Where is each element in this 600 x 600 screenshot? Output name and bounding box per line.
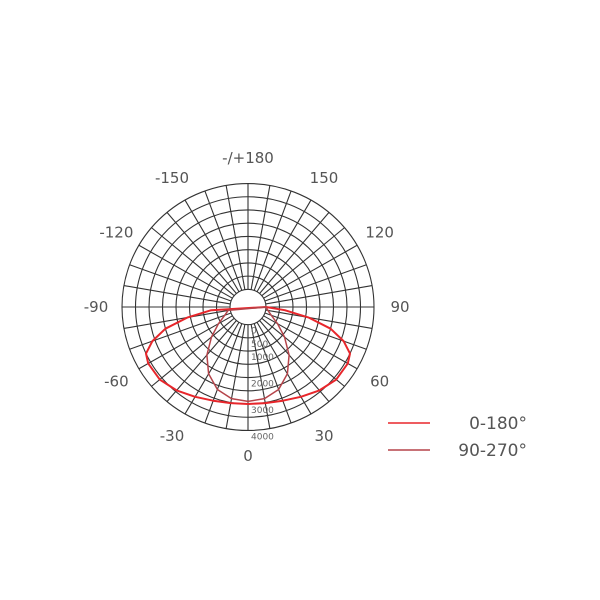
grid-spoke bbox=[225, 324, 246, 429]
angle-label: -60 bbox=[104, 372, 129, 390]
grid-spoke bbox=[184, 199, 240, 293]
axis-labels: 0 30 60 90 120 150 -/+180 -150 -120 -90 -60 -30 0 500… bbox=[84, 149, 410, 465]
grid-spoke bbox=[250, 185, 271, 290]
legend-label-0-180: 0-180° bbox=[469, 414, 527, 434]
angle-label: -/+180 bbox=[222, 149, 274, 167]
polar-grid bbox=[121, 182, 375, 432]
grid-spoke bbox=[123, 285, 231, 305]
grid-spoke bbox=[263, 315, 358, 370]
radial-tick-label: 1000 bbox=[251, 353, 274, 363]
grid-spoke bbox=[265, 285, 373, 305]
grid-spoke bbox=[204, 323, 243, 424]
grid-spoke bbox=[261, 227, 345, 297]
grid-spoke bbox=[264, 312, 367, 350]
radial-tick-label: 4000 bbox=[251, 432, 274, 442]
grid-spoke bbox=[225, 185, 246, 290]
angle-label: 60 bbox=[370, 372, 389, 390]
angle-label: -150 bbox=[155, 169, 189, 187]
grid-spoke bbox=[166, 320, 237, 402]
grid-spoke bbox=[151, 317, 235, 387]
grid-spoke bbox=[123, 309, 231, 329]
grid-spoke bbox=[250, 324, 271, 429]
grid-spoke bbox=[256, 321, 312, 415]
grid-spoke bbox=[138, 315, 233, 370]
angle-label: 30 bbox=[314, 427, 333, 445]
angle-label: -30 bbox=[160, 427, 185, 445]
series-curve-1 bbox=[206, 306, 290, 403]
grid-spoke bbox=[256, 199, 312, 293]
angle-label: -120 bbox=[99, 224, 133, 242]
radial-tick-label: 3000 bbox=[251, 406, 274, 416]
grid-spoke bbox=[129, 264, 232, 302]
grid-spoke bbox=[261, 317, 345, 387]
grid-spoke bbox=[259, 212, 330, 294]
grid-spoke bbox=[265, 309, 373, 329]
grid-spoke bbox=[204, 190, 243, 291]
grid-spoke bbox=[184, 321, 240, 415]
legend-label-90-270: 90-270° bbox=[458, 441, 527, 461]
angle-label: -90 bbox=[84, 298, 109, 316]
radial-tick-label: 500 bbox=[251, 340, 268, 350]
angle-label: 120 bbox=[365, 224, 394, 242]
angle-label: 90 bbox=[390, 298, 409, 316]
angle-label: 0 bbox=[243, 447, 253, 465]
legend: 0-180° 90-270° bbox=[388, 414, 527, 461]
grid-spoke bbox=[263, 244, 358, 299]
grid-spoke bbox=[253, 190, 292, 291]
grid-spoke bbox=[151, 227, 235, 297]
grid-spoke bbox=[138, 244, 233, 299]
curves bbox=[145, 306, 351, 405]
grid-spoke bbox=[259, 320, 330, 402]
radial-tick-label: 2000 bbox=[251, 380, 274, 390]
grid-spoke bbox=[129, 312, 232, 350]
grid-spoke bbox=[264, 264, 367, 302]
angle-label: 150 bbox=[310, 169, 339, 187]
grid-spoke bbox=[166, 212, 237, 294]
grid-spoke bbox=[253, 323, 292, 424]
radial-tick-label: 0 bbox=[251, 327, 257, 337]
